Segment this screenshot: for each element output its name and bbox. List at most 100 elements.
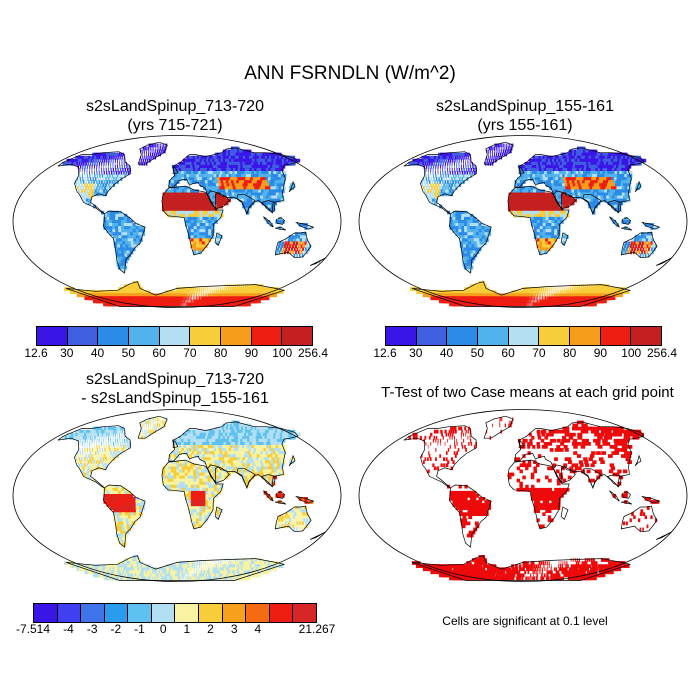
grid-cell xyxy=(455,174,457,178)
grid-cell xyxy=(271,189,277,194)
grid-cell xyxy=(115,216,119,221)
coastline-nz xyxy=(309,257,326,266)
grid-cell xyxy=(92,158,95,163)
grid-cell xyxy=(466,265,471,270)
grid-cell xyxy=(434,180,436,184)
grid-cell xyxy=(241,445,247,449)
grid-cell xyxy=(206,296,209,301)
grid-cell xyxy=(539,201,543,206)
grid-cell xyxy=(79,168,81,172)
grid-cell xyxy=(170,207,174,212)
grid-cell xyxy=(529,174,534,178)
grid-cell xyxy=(169,293,173,298)
grid-cell xyxy=(592,287,596,291)
grid-cell xyxy=(77,429,81,434)
grid-cell xyxy=(538,299,540,304)
grid-cell xyxy=(554,210,558,215)
grid-cell xyxy=(555,161,560,166)
grid-cell xyxy=(186,429,190,434)
coastline-indonesia1 xyxy=(609,216,620,228)
grid-cell xyxy=(132,232,137,236)
grid-cell xyxy=(112,235,117,239)
grid-cell xyxy=(148,146,150,151)
grid-cell xyxy=(135,226,140,230)
grid-cell xyxy=(75,155,79,160)
grid-cell xyxy=(223,442,228,446)
grid-cell xyxy=(435,171,436,175)
grid-cell xyxy=(538,192,543,197)
grid-cell xyxy=(111,180,114,184)
grid-cell xyxy=(152,429,154,434)
grid-cell xyxy=(227,445,232,449)
grid-cell xyxy=(235,186,240,190)
grid-cell xyxy=(194,293,196,298)
grid-cell xyxy=(268,195,273,200)
grid-cell xyxy=(526,302,528,307)
grid-cell xyxy=(440,174,442,178)
grid-cell xyxy=(430,195,433,200)
grid-cell xyxy=(255,177,260,181)
grid-cell xyxy=(205,445,210,449)
grid-cell xyxy=(171,293,174,298)
grid-cell xyxy=(454,171,456,175)
grid-cell xyxy=(606,189,612,194)
grid-cell xyxy=(548,210,552,215)
grid-cell xyxy=(281,220,285,224)
grid-cell xyxy=(530,192,535,197)
grid-cell xyxy=(225,180,230,184)
grid-cell xyxy=(557,232,561,236)
grid-cell xyxy=(447,174,450,178)
grid-cell xyxy=(208,232,212,236)
grid-cell xyxy=(545,290,547,294)
grid-cell xyxy=(217,438,222,443)
grid-cell xyxy=(192,299,194,304)
grid-cell xyxy=(219,201,223,206)
grid-cell xyxy=(144,426,145,431)
grid-cell xyxy=(198,198,203,203)
grid-cell xyxy=(279,189,285,194)
grid-cell xyxy=(586,290,590,294)
grid-cell xyxy=(209,195,214,200)
grid-cell xyxy=(114,161,116,166)
grid-cell xyxy=(103,180,106,184)
grid-cell xyxy=(546,168,550,172)
grid-cell xyxy=(447,164,448,169)
grid-cell xyxy=(639,238,643,242)
grid-cell xyxy=(506,146,508,151)
grid-cell xyxy=(133,241,138,246)
grid-cell xyxy=(537,174,541,178)
grid-cell xyxy=(442,168,443,172)
grid-cell xyxy=(106,213,110,218)
grid-cell xyxy=(251,174,256,178)
grid-cell xyxy=(606,198,612,203)
grid-cell xyxy=(101,186,104,190)
grid-cell xyxy=(230,290,233,294)
grid-cell xyxy=(567,201,572,206)
grid-cell xyxy=(650,241,653,246)
grid-cell xyxy=(124,174,127,178)
grid-cell xyxy=(186,177,190,181)
grid-cell xyxy=(208,229,212,233)
grid-cell xyxy=(108,152,111,157)
grid-cell xyxy=(556,204,561,209)
grid-cell xyxy=(222,164,227,169)
grid-cell xyxy=(267,201,272,206)
grid-cell xyxy=(573,177,578,181)
grid-cell xyxy=(567,293,570,298)
grid-cell xyxy=(116,241,121,246)
grid-cell xyxy=(560,216,564,221)
grid-cell xyxy=(150,143,152,148)
grid-cell xyxy=(461,250,466,255)
grid-cell xyxy=(470,168,473,172)
grid-cell xyxy=(594,195,599,200)
grid-cell xyxy=(532,177,536,181)
grid-cell xyxy=(94,161,96,166)
grid-cell xyxy=(533,216,538,221)
grid-cell xyxy=(179,302,181,307)
grid-cell xyxy=(248,174,254,178)
grid-cell xyxy=(186,290,188,294)
grid-cell xyxy=(245,207,250,212)
grid-cell xyxy=(535,177,539,181)
grid-cell xyxy=(130,241,135,246)
grid-cell xyxy=(210,183,215,187)
